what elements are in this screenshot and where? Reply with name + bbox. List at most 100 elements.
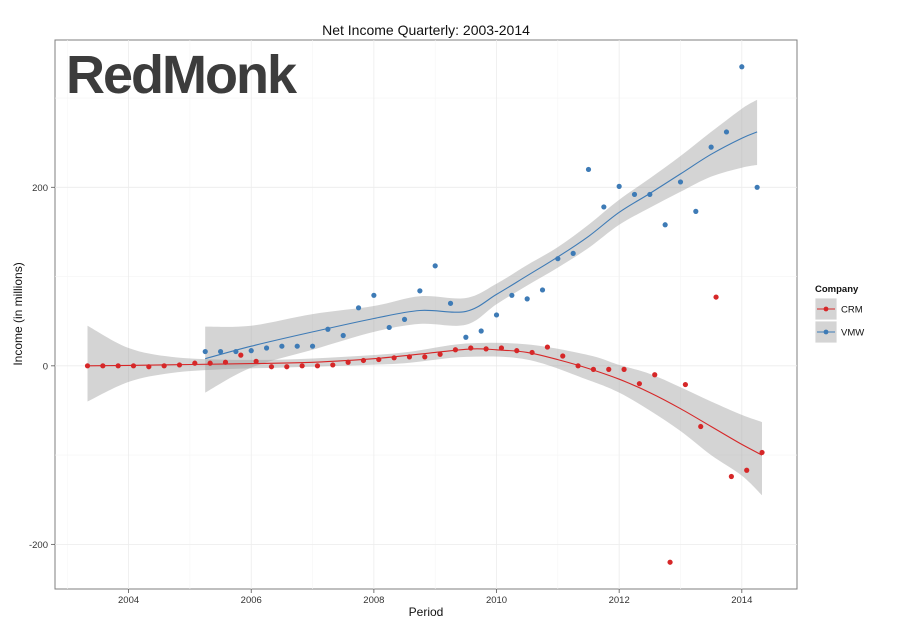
vmw-data-point (355, 305, 362, 311)
crm-data-point (560, 353, 566, 359)
crm-data-point (391, 355, 397, 361)
crm-trend-line (87, 348, 763, 456)
crm-data-point (299, 363, 305, 369)
crm-data-point (590, 366, 597, 372)
legend-label-crm: CRM (841, 305, 863, 316)
vmw-data-point (662, 222, 668, 228)
vmw-data-point (509, 292, 515, 298)
vmw-data-point (217, 348, 224, 355)
crm-data-point (437, 351, 443, 357)
crm-data-point (621, 366, 627, 372)
crm-data-point (130, 363, 137, 369)
watermark-logo: RedMonk (66, 45, 298, 105)
crm-data-point (483, 346, 489, 352)
crm-data-point (728, 473, 734, 480)
legend-point-vmw (823, 329, 829, 335)
vmw-data-point (432, 263, 438, 269)
crm-data-point (422, 354, 428, 360)
vmw-data-point (631, 191, 638, 198)
vmw-data-point (601, 204, 607, 210)
crm-data-point (652, 372, 658, 378)
vmw-data-point (233, 348, 239, 355)
vmw-data-point (248, 348, 254, 354)
plot-panel (54, 39, 798, 590)
vmw-data-point (693, 208, 699, 214)
vmw-data-point (447, 300, 454, 306)
legend-title: Company (815, 284, 859, 295)
vmw-data-point (417, 288, 423, 294)
crm-data-point (452, 347, 459, 353)
crm-data-point (514, 348, 520, 354)
x-tick-label: 2008 (363, 595, 384, 606)
vmw-data-point (647, 191, 653, 198)
crm-data-point (161, 363, 167, 369)
vmw-data-point (325, 326, 331, 332)
vmw-data-point (754, 184, 760, 190)
vmw-data-point (555, 256, 561, 262)
crm-data-point (222, 359, 229, 365)
crm-data-point (498, 345, 505, 351)
crm-data-point (759, 449, 765, 456)
grid-minor (55, 40, 797, 589)
vmw-data-point (570, 250, 576, 256)
crm-data-point (468, 345, 474, 351)
crm-data-point (284, 364, 290, 370)
x-tick-label: 2012 (609, 595, 630, 606)
vmw-data-point (616, 183, 622, 189)
crm-data-point (636, 381, 643, 387)
vmw-trend-line (205, 131, 758, 360)
vmw-data-point (309, 343, 316, 349)
x-axis-ticks: 2004 2006 2008 2010 2012 2014 (118, 589, 752, 606)
vmw-data-point (493, 312, 500, 318)
crm-data-point (606, 366, 612, 372)
vmw-data-point (739, 64, 745, 70)
crm-data-point (744, 467, 750, 473)
vmw-data-point (463, 334, 469, 340)
crm-data-point (100, 363, 106, 369)
vmw-data-point (723, 129, 730, 135)
x-tick-label: 2006 (241, 595, 262, 606)
crm-data-point (115, 363, 121, 369)
vmw-confidence-band (205, 99, 758, 393)
vmw-data-point (478, 328, 484, 334)
vmw-data-point (371, 292, 377, 298)
crm-data-point (207, 360, 213, 366)
crm-data-point (176, 362, 183, 368)
x-tick-label: 2010 (486, 595, 507, 606)
crm-data-point (268, 364, 275, 370)
crm-data-point (376, 356, 382, 363)
y-tick-label: 200 (32, 183, 48, 194)
legend-point-crm (823, 306, 829, 312)
data-points (84, 64, 765, 565)
y-axis-label: Income (in millions) (11, 262, 25, 365)
crm-data-point (314, 363, 321, 369)
vmw-data-point (263, 345, 270, 351)
y-tick-label: -200 (29, 540, 48, 551)
smooth-lines (87, 131, 763, 456)
crm-data-point (345, 359, 351, 365)
crm-data-point (544, 344, 551, 350)
crm-data-point (253, 358, 259, 364)
legend: Company CRM VMW (814, 284, 864, 344)
vmw-data-point (677, 179, 684, 185)
vmw-data-point (585, 166, 592, 173)
vmw-data-point (202, 348, 208, 355)
x-tick-label: 2014 (731, 595, 752, 606)
crm-data-point (698, 423, 704, 430)
vmw-data-point (524, 296, 530, 302)
chart-title: Net Income Quarterly: 2003-2014 (322, 22, 530, 38)
crm-data-point (682, 381, 688, 388)
crm-data-point (192, 360, 198, 366)
crm-data-point (238, 352, 244, 358)
grid-major (55, 40, 797, 589)
crm-data-point (146, 364, 152, 370)
vmw-data-point (401, 316, 408, 323)
vmw-data-point (294, 343, 300, 349)
y-axis-ticks: -200 0 200 (29, 183, 55, 551)
crm-data-point (406, 354, 413, 360)
crm-data-point (575, 363, 581, 369)
vmw-data-point (340, 332, 346, 339)
y-tick-label: 0 (43, 361, 48, 372)
vmw-data-point (708, 144, 714, 150)
